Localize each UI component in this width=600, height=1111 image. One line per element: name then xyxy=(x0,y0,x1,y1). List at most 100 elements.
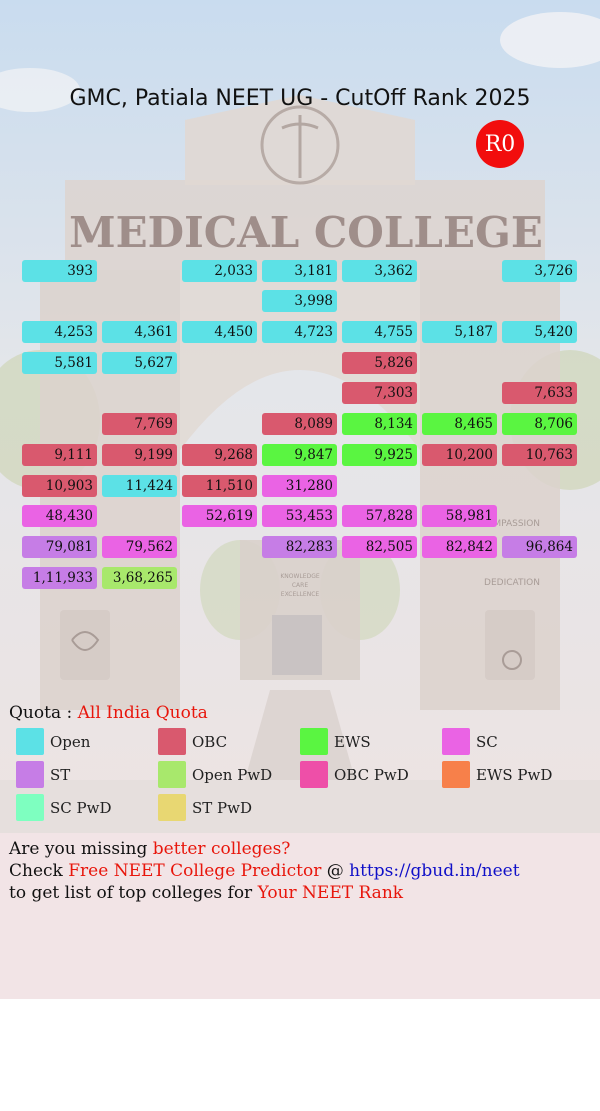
rank-cell: 10,200 xyxy=(422,444,497,466)
legend-label: OBC PwD xyxy=(334,765,409,784)
rank-cell: 1,11,933 xyxy=(22,567,97,589)
legend-item: Open PwD xyxy=(158,761,272,788)
rank-cell: 96,864 xyxy=(502,536,577,558)
rank-cell: 5,826 xyxy=(342,352,417,374)
door-sign-line-1: KNOWLEDGE xyxy=(280,573,319,580)
rank-cell: 5,187 xyxy=(422,321,497,343)
rank-cell: 3,181 xyxy=(262,260,337,282)
quota-value: All India Quota xyxy=(77,703,208,723)
legend-label: EWS PwD xyxy=(476,765,553,784)
rank-cell: 4,450 xyxy=(182,321,257,343)
rank-cell: 7,633 xyxy=(502,382,577,404)
legend-item: ST PwD xyxy=(158,794,252,821)
rank-cell: 9,268 xyxy=(182,444,257,466)
rank-cell: 7,769 xyxy=(102,413,177,435)
rank-cell: 8,706 xyxy=(502,413,577,435)
legend-label: OBC xyxy=(192,732,228,751)
rank-cell: 3,362 xyxy=(342,260,417,282)
legend-item: SC PwD xyxy=(16,794,111,821)
rank-cell: 5,627 xyxy=(102,352,177,374)
gbud-url-link[interactable]: https://gbud.in/neet xyxy=(349,861,520,881)
footer-line-1-text: Are you missing xyxy=(9,839,153,859)
legend-swatch xyxy=(442,728,470,755)
rank-cell: 82,283 xyxy=(262,536,337,558)
footer-line-2-text: Check xyxy=(9,861,69,881)
footer-line-1: Are you missing better colleges? xyxy=(9,838,591,860)
legend-swatch xyxy=(158,728,186,755)
footer-line-3-text: to get list of top colleges for xyxy=(9,883,258,903)
rank-cell: 82,505 xyxy=(342,536,417,558)
college-sign: MEDICAL COLLEGE xyxy=(69,208,543,257)
rank-cell: 48,430 xyxy=(22,505,97,527)
pillar-text-dedication: DEDICATION xyxy=(484,578,540,588)
legend-swatch xyxy=(158,794,186,821)
rank-cell: 4,253 xyxy=(22,321,97,343)
quota-line: Quota : All India Quota xyxy=(9,703,208,723)
rank-cell: 4,361 xyxy=(102,321,177,343)
rank-cell: 3,726 xyxy=(502,260,577,282)
legend-label: EWS xyxy=(334,732,371,751)
footer-your-rank: Your NEET Rank xyxy=(257,883,404,903)
rank-cell: 9,925 xyxy=(342,444,417,466)
rank-cell: 9,847 xyxy=(262,444,337,466)
rank-cell: 57,828 xyxy=(342,505,417,527)
page-title: GMC, Patiala NEET UG - CutOff Rank 2025 xyxy=(69,86,531,111)
door-sign-line-3: EXCELLENCE xyxy=(281,591,320,598)
legend-item: EWS PwD xyxy=(442,761,552,788)
legend-label: SC xyxy=(476,732,498,751)
legend-label: SC PwD xyxy=(50,798,112,817)
rank-cell: 3,998 xyxy=(262,290,337,312)
quota-label: Quota : xyxy=(9,703,78,723)
rank-cell: 79,562 xyxy=(102,536,177,558)
legend-label: ST PwD xyxy=(192,798,253,817)
rank-cell: 11,424 xyxy=(102,475,177,497)
rank-cell: 9,111 xyxy=(22,444,97,466)
rank-cell: 10,763 xyxy=(502,444,577,466)
rank-cell: 8,089 xyxy=(262,413,337,435)
rank-cell: 52,619 xyxy=(182,505,257,527)
legend-swatch xyxy=(16,794,44,821)
legend-swatch xyxy=(158,761,186,788)
rank-cell: 8,134 xyxy=(342,413,417,435)
legend-item: EWS xyxy=(300,728,371,755)
legend-swatch xyxy=(300,728,328,755)
predictor-link[interactable]: Free NEET College Predictor xyxy=(68,861,322,881)
rank-cell: 4,755 xyxy=(342,321,417,343)
footer-line-2: Check Free NEET College Predictor @ http… xyxy=(9,860,591,882)
rank-cell: 393 xyxy=(22,260,97,282)
round-badge: R0 xyxy=(476,120,524,168)
legend-swatch xyxy=(16,728,44,755)
rank-cell: 5,581 xyxy=(22,352,97,374)
legend-label: Open xyxy=(50,732,91,751)
legend-item: ST xyxy=(16,761,70,788)
legend-item: SC xyxy=(442,728,498,755)
rank-cell: 7,303 xyxy=(342,382,417,404)
pillar-text-compassion: COMPASSION xyxy=(480,519,540,529)
door-sign-line-2: CARE xyxy=(292,582,308,589)
legend-swatch xyxy=(300,761,328,788)
rank-cell: 5,420 xyxy=(502,321,577,343)
footer-better-colleges: better colleges? xyxy=(152,839,291,859)
rank-cell: 10,903 xyxy=(22,475,97,497)
rank-cell: 2,033 xyxy=(182,260,257,282)
legend-item: OBC xyxy=(158,728,227,755)
legend-label: Open PwD xyxy=(192,765,273,784)
legend-label: ST xyxy=(50,765,71,784)
footer-line-3: to get list of top colleges for Your NEE… xyxy=(9,882,591,904)
rank-cell: 11,510 xyxy=(182,475,257,497)
legend-item: OBC PwD xyxy=(300,761,409,788)
footer-promo: Are you missing better colleges? Check F… xyxy=(0,833,600,999)
rank-cell: 58,981 xyxy=(422,505,497,527)
rank-cell: 8,465 xyxy=(422,413,497,435)
rank-cell: 53,453 xyxy=(262,505,337,527)
rank-cell: 3,68,265 xyxy=(102,567,177,589)
rank-cell: 4,723 xyxy=(262,321,337,343)
rank-cell: 31,280 xyxy=(262,475,337,497)
legend-item: Open xyxy=(16,728,90,755)
rank-cell: 79,081 xyxy=(22,536,97,558)
legend-swatch xyxy=(16,761,44,788)
rank-cell: 9,199 xyxy=(102,444,177,466)
rank-cell: 82,842 xyxy=(422,536,497,558)
legend-swatch xyxy=(442,761,470,788)
footer-at-sign: @ xyxy=(321,861,350,881)
